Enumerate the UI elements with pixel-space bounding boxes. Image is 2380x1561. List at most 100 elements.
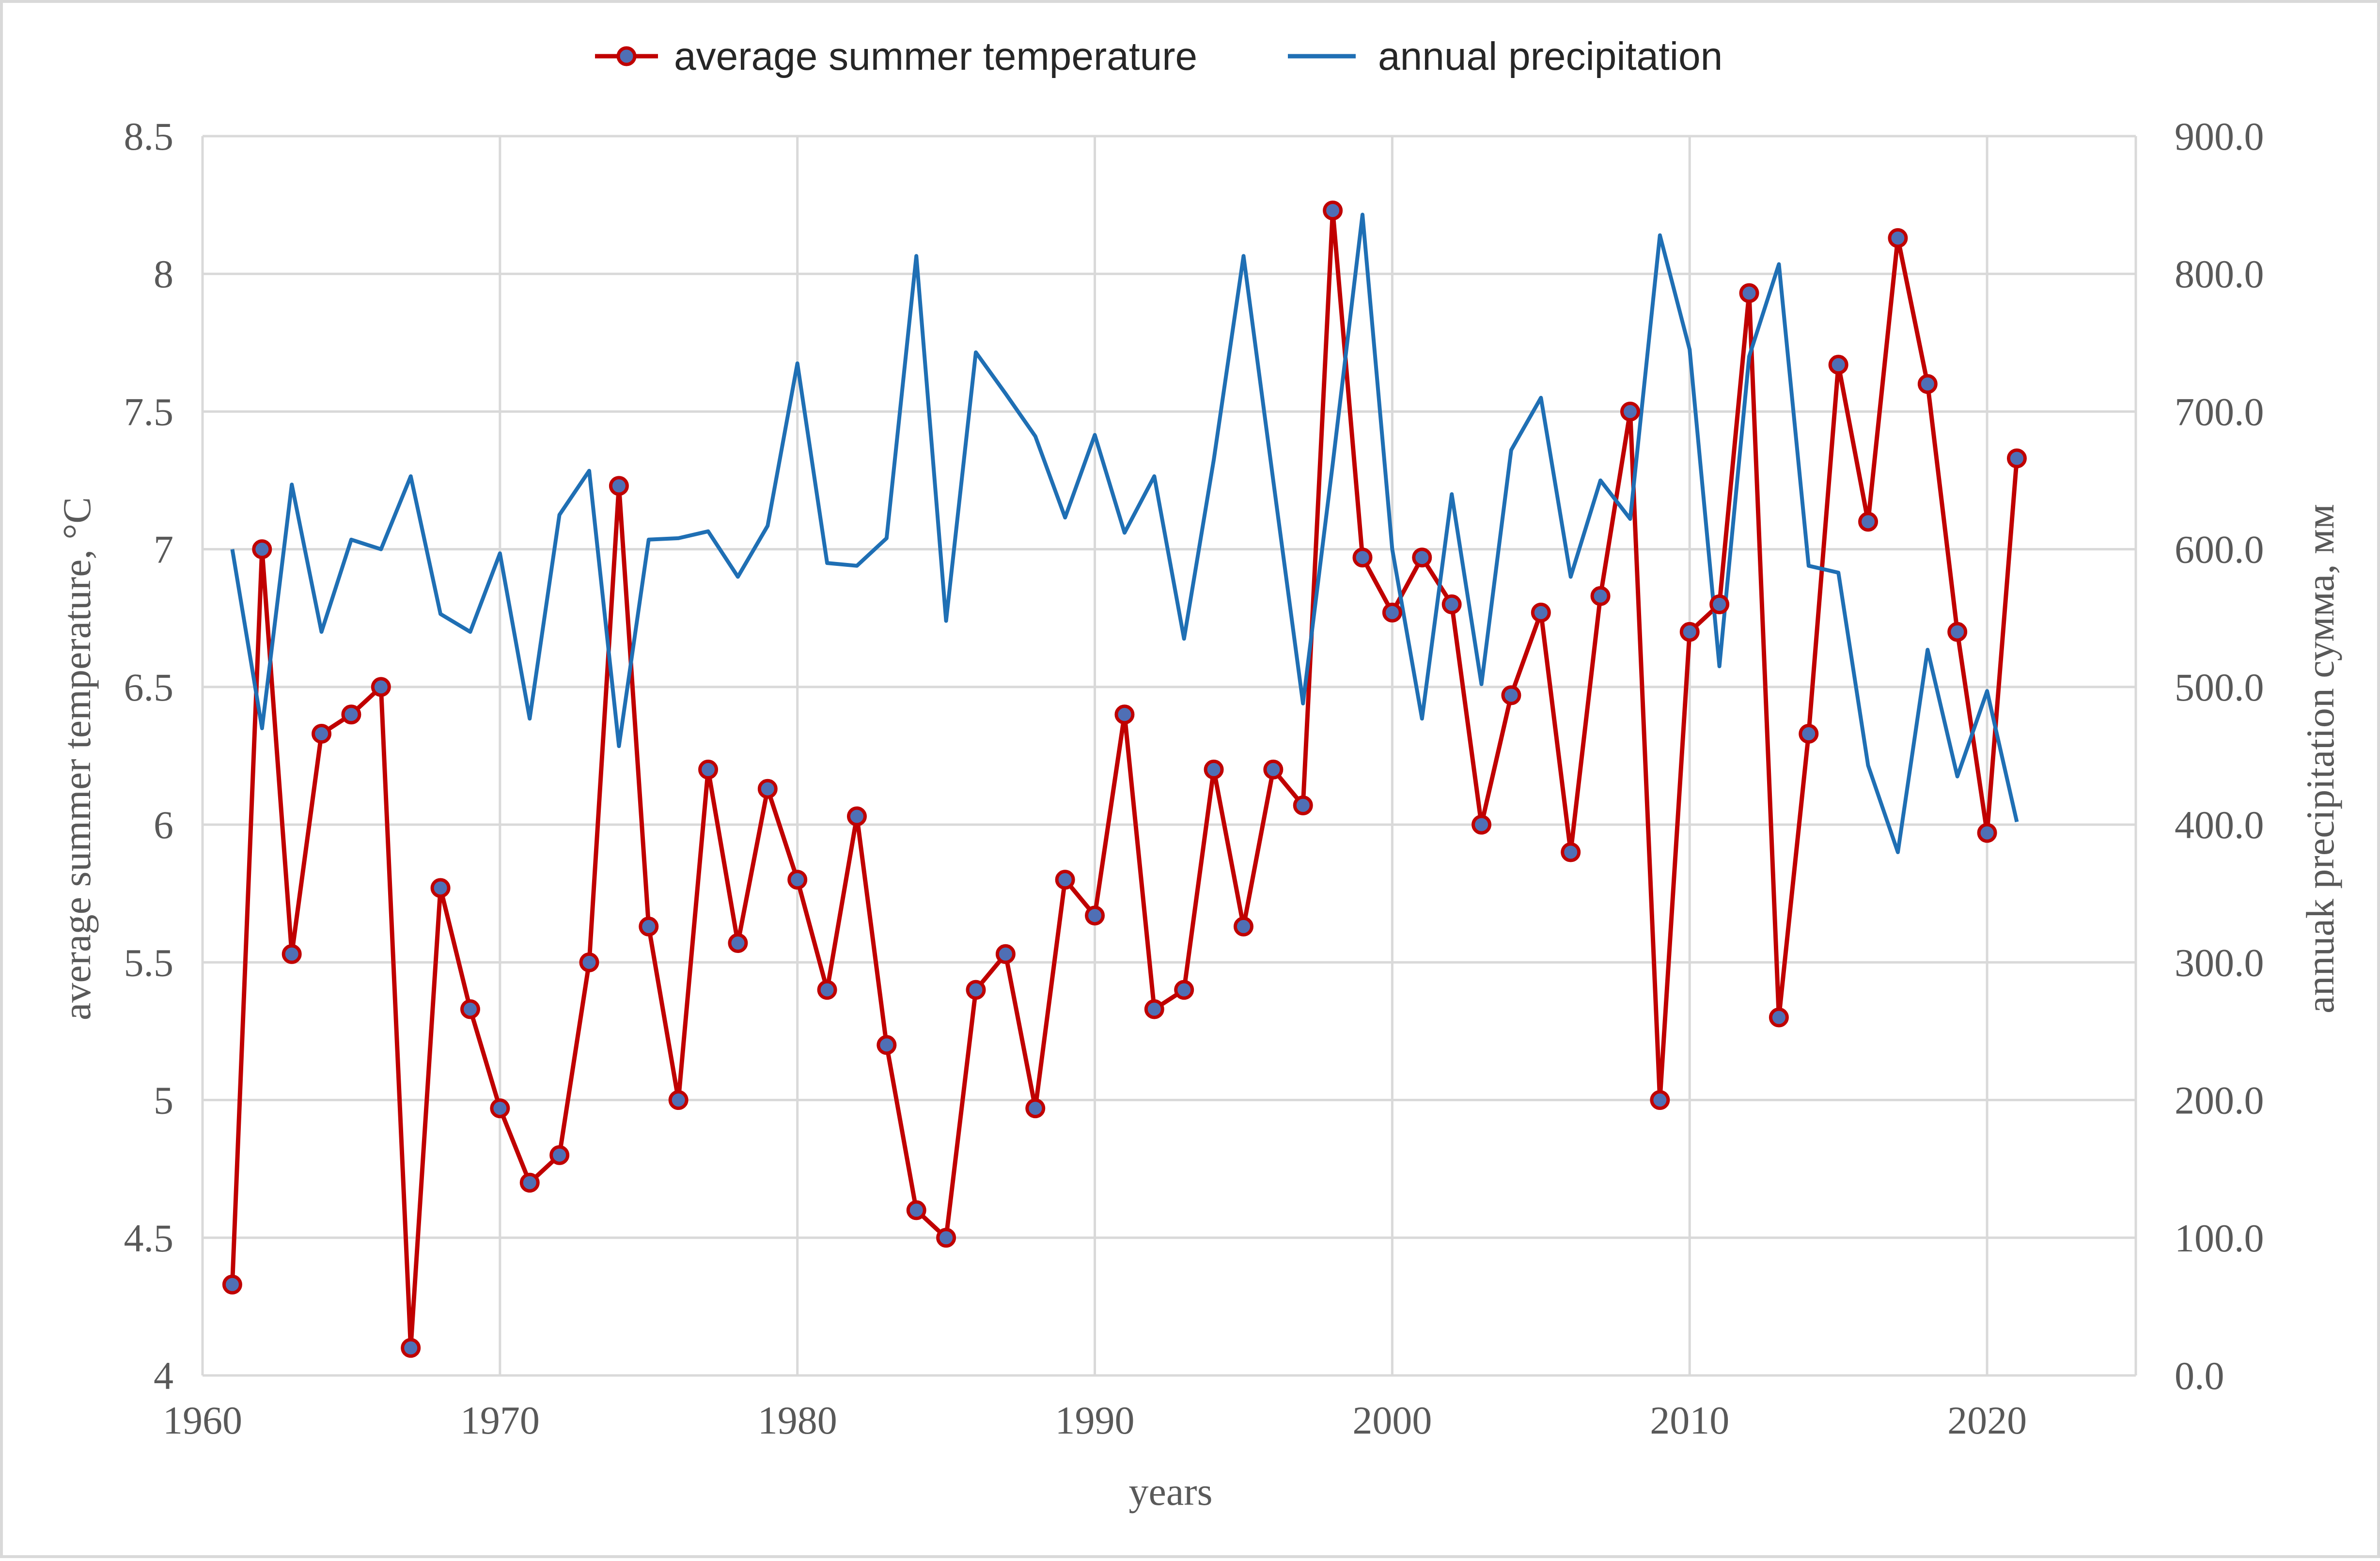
temperature-point — [222, 1274, 242, 1295]
x-axis-title: years — [1128, 1469, 1212, 1514]
temperature-point — [282, 944, 302, 964]
temperature-point — [1561, 842, 1581, 862]
chart-svg: 4 4.5 5 5.5 6 6.5 7 7.5 8 8.5 0.0 100.0 200.0 300.0 40… — [55, 34, 2342, 1514]
temperature-point — [698, 759, 719, 780]
y-right-tick-label: 900.0 — [2175, 114, 2264, 158]
legend-marker-temperature — [616, 46, 637, 66]
temperature-point — [1323, 200, 1343, 220]
temperature-point — [1650, 1090, 1670, 1110]
temperature-point — [1085, 905, 1105, 926]
x-tick-label: 2000 — [1352, 1398, 1432, 1442]
legend-label-precipitation: annual precipitation — [1378, 34, 1722, 78]
y-left-tick-label: 8.5 — [124, 114, 174, 158]
temperature-point — [1501, 685, 1521, 705]
y-right-tick-label: 200.0 — [2175, 1078, 2264, 1123]
temperature-point — [1352, 547, 1373, 568]
series-line-precipitation — [230, 213, 2019, 854]
temperature-point — [341, 704, 361, 725]
temperature-point — [252, 539, 272, 560]
temperature-point — [1947, 622, 1968, 642]
temperature-point — [1679, 622, 1700, 642]
temperature-point — [1382, 602, 1402, 623]
y-left-tick-label: 5.5 — [124, 940, 174, 984]
x-tick-label: 2020 — [1947, 1398, 2027, 1442]
temperature-point — [995, 944, 1016, 964]
temperature-point — [1858, 512, 1879, 532]
x-tick-label: 1990 — [1055, 1398, 1135, 1442]
temperature-point — [1888, 228, 1908, 248]
y-axis-right-title: annuak precipitation сумма, мм — [2298, 504, 2342, 1014]
temperature-point — [1531, 602, 1551, 623]
y-right-tick-label: 0.0 — [2175, 1354, 2224, 1398]
x-tick-label: 1970 — [460, 1398, 540, 1442]
y-axis-left-title: average summer temperature, °C — [55, 497, 99, 1020]
x-tick-label: 1980 — [758, 1398, 837, 1442]
gridlines — [201, 135, 2137, 1377]
temperature-point — [579, 952, 599, 972]
y-right-tick-label: 600.0 — [2175, 528, 2264, 572]
temperature-markers — [222, 200, 2027, 1358]
y-right-tick-label: 700.0 — [2175, 390, 2264, 434]
temperature-point — [1917, 374, 1938, 394]
y-left-tick-label: 5 — [154, 1078, 173, 1123]
temperature-point — [1709, 594, 1730, 614]
temperature-point — [757, 779, 778, 799]
axes: 4 4.5 5 5.5 6 6.5 7 7.5 8 8.5 0.0 100.0 200.0 300.0 40… — [124, 114, 2264, 1442]
temperature-point — [639, 916, 659, 937]
x-tick-label: 2010 — [1650, 1398, 1729, 1442]
temperature-point — [371, 677, 391, 697]
temperature-point — [1114, 704, 1135, 725]
temperature-point — [1233, 916, 1253, 937]
temperature-point — [966, 980, 986, 1000]
temperature-point — [1977, 823, 1997, 843]
temperature-point — [490, 1098, 510, 1119]
y-right-tick-label: 100.0 — [2175, 1216, 2264, 1260]
temperature-point — [1055, 870, 1075, 890]
temperature-point — [906, 1200, 926, 1220]
y-left-tick-label: 7 — [154, 528, 173, 572]
temperature-point — [877, 1035, 897, 1055]
temperature-point — [1263, 759, 1284, 780]
temperature-point — [1204, 759, 1224, 780]
y-right-tick-label: 500.0 — [2175, 665, 2264, 709]
temperature-point — [787, 870, 808, 890]
temperature-point — [519, 1172, 540, 1193]
series-layer — [222, 200, 2027, 1358]
y-left-tick-label: 4 — [154, 1354, 173, 1398]
temperature-point — [817, 980, 837, 1000]
temperature-point — [401, 1338, 421, 1358]
temperature-point — [936, 1228, 956, 1248]
temperature-point — [1828, 355, 1848, 375]
y-right-tick-label: 800.0 — [2175, 252, 2264, 296]
y-right-tick-label: 400.0 — [2175, 803, 2264, 847]
temperature-point — [1472, 814, 1492, 835]
temperature-point — [460, 999, 480, 1019]
temperature-point — [668, 1090, 689, 1110]
temperature-point — [430, 878, 451, 898]
y-left-tick-label: 7.5 — [124, 390, 174, 434]
y-right-tick-label: 300.0 — [2175, 940, 2264, 984]
temperature-point — [1412, 547, 1432, 568]
temperature-point — [609, 476, 629, 496]
temperature-point — [1620, 401, 1640, 421]
legend: average summer temperature annual precipi… — [595, 34, 1722, 78]
legend-label-temperature: average summer temperature — [674, 34, 1197, 78]
temperature-point — [312, 724, 332, 744]
temperature-point — [1144, 999, 1164, 1019]
temperature-point — [549, 1145, 570, 1165]
y-left-tick-label: 6 — [154, 803, 173, 847]
temperature-point — [728, 933, 748, 953]
temperature-point — [1769, 1007, 1789, 1028]
temperature-point — [1739, 283, 1759, 303]
temperature-point — [1590, 586, 1611, 606]
temperature-point — [846, 806, 867, 827]
temperature-point — [1293, 795, 1313, 815]
temperature-point — [1025, 1098, 1046, 1119]
temperature-point — [1441, 594, 1462, 614]
x-tick-label: 1960 — [163, 1398, 242, 1442]
y-left-tick-label: 8 — [154, 252, 173, 296]
temperature-point — [1799, 724, 1819, 744]
temperature-point — [2006, 448, 2027, 468]
y-left-tick-label: 6.5 — [124, 665, 174, 709]
